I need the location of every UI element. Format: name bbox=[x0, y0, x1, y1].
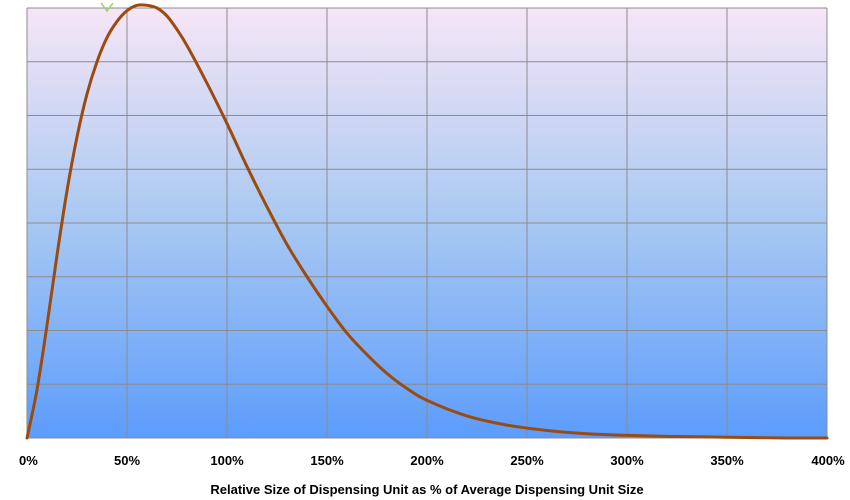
top-marker bbox=[100, 2, 114, 13]
x-tick-label: 100% bbox=[210, 453, 244, 468]
gridlines bbox=[26, 7, 828, 439]
x-tick-label: 300% bbox=[610, 453, 644, 468]
x-tick-label: 250% bbox=[510, 453, 544, 468]
x-tick-labels: 0% 50% 100% 150% 200% 250% 300% 350% 400% bbox=[19, 453, 845, 468]
x-tick-label: 0% bbox=[19, 453, 38, 468]
x-tick-label: 200% bbox=[410, 453, 444, 468]
x-tick-label: 50% bbox=[114, 453, 140, 468]
x-tick-label: 350% bbox=[710, 453, 744, 468]
x-tick-label: 400% bbox=[811, 453, 845, 468]
x-axis-title: Relative Size of Dispensing Unit as % of… bbox=[210, 482, 643, 497]
series-line bbox=[25, 3, 829, 440]
x-tick-label: 150% bbox=[310, 453, 344, 468]
